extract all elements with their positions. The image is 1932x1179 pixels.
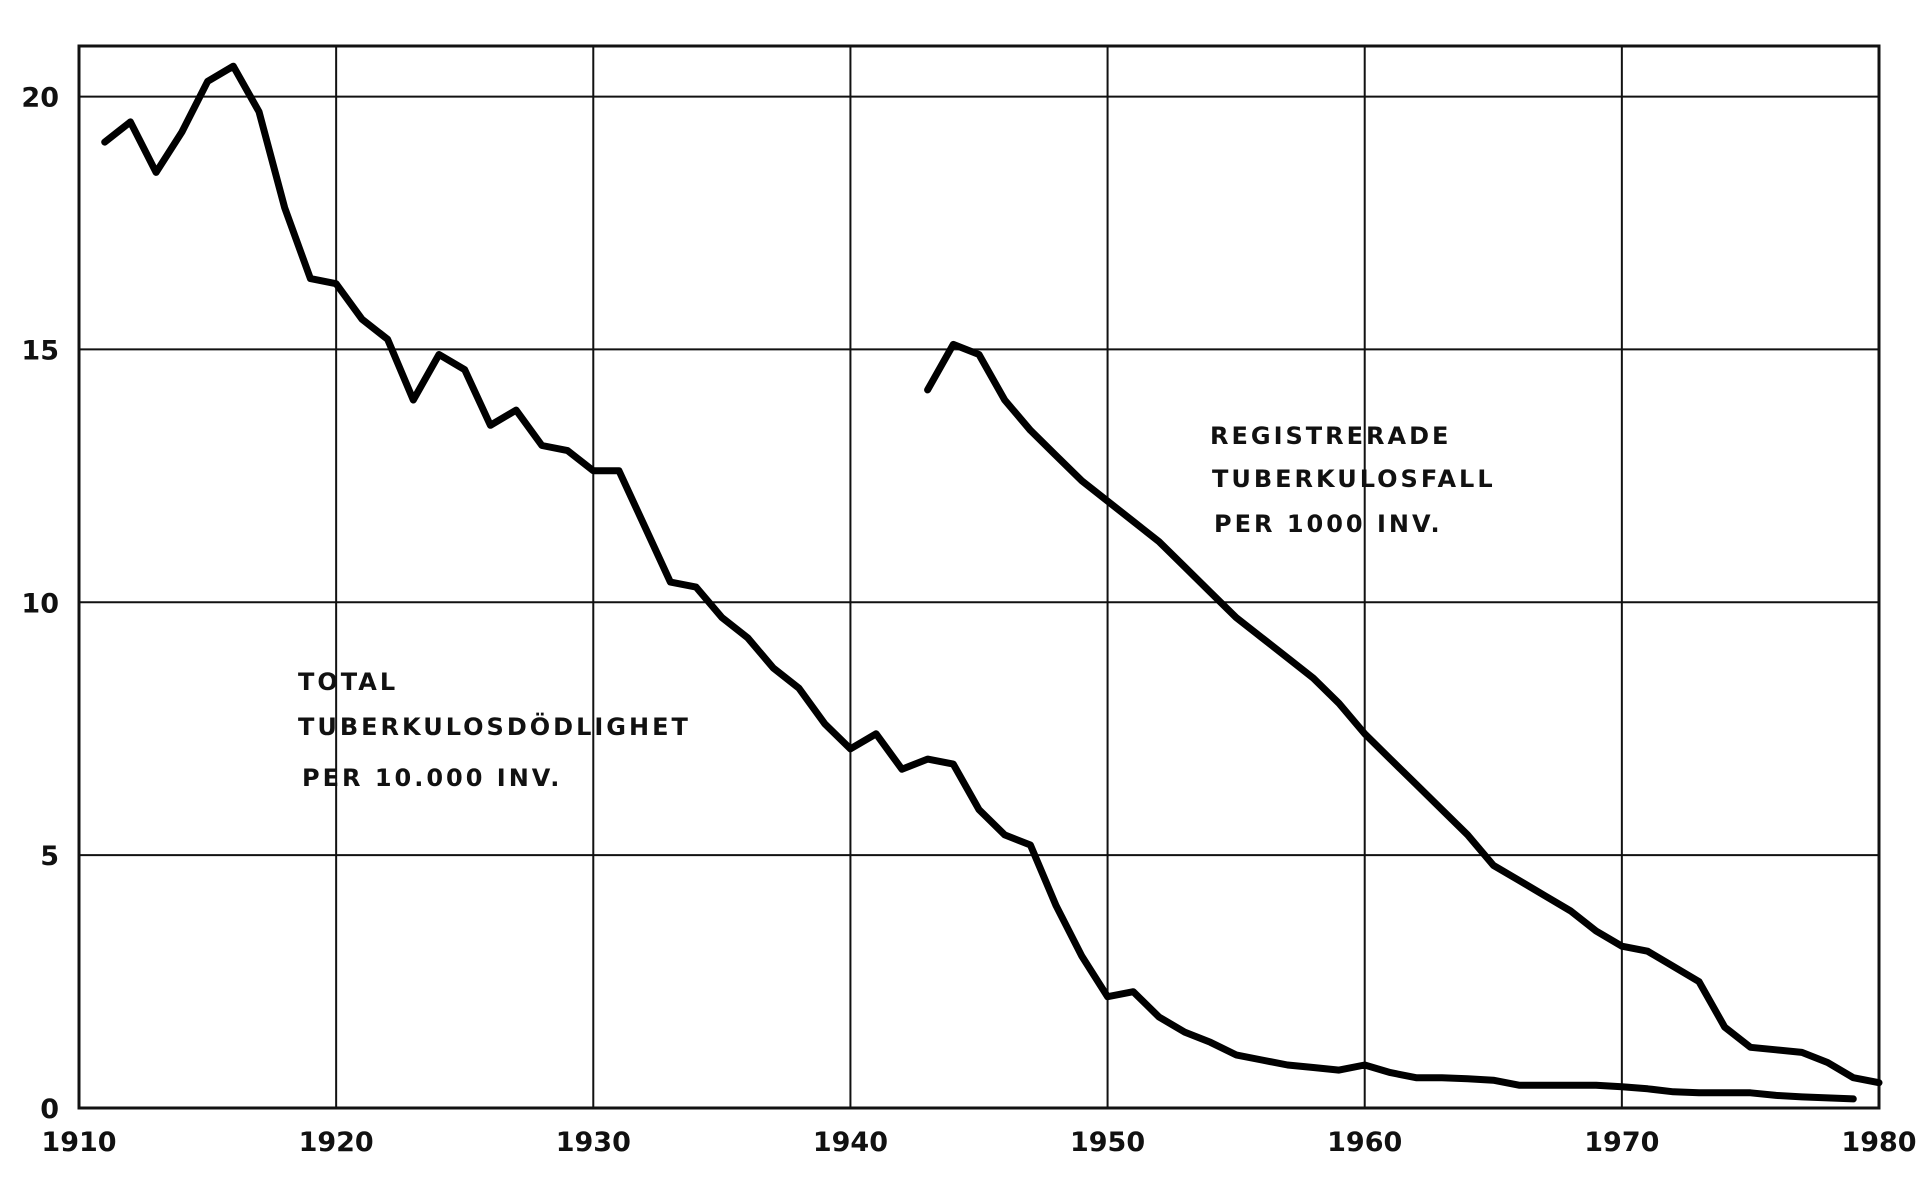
y-axis-ticks: 0 5 10 15 20 bbox=[21, 83, 59, 1125]
x-tick-label: 1970 bbox=[1584, 1127, 1659, 1158]
y-tick-label: 0 bbox=[40, 1094, 59, 1125]
grid-lines bbox=[78, 46, 1880, 1109]
y-tick-label: 20 bbox=[21, 83, 59, 114]
series-lines bbox=[101, 62, 1883, 1103]
annotation-registered-cases: REGISTRERADE TUBERKULOSFALL PER 1000 INV… bbox=[1210, 422, 1496, 538]
x-tick-label: 1950 bbox=[1070, 1127, 1145, 1158]
series-line-1 bbox=[101, 62, 1857, 1103]
y-tick-label: 5 bbox=[40, 841, 59, 872]
plot-frame bbox=[77, 44, 1881, 1110]
x-tick-label: 1920 bbox=[299, 1127, 374, 1158]
annotation-line: TUBERKULOSFALL bbox=[1212, 465, 1496, 493]
y-tick-label: 10 bbox=[21, 588, 59, 619]
annotation-line: REGISTRERADE bbox=[1210, 422, 1451, 450]
annotation-line: PER 1000 INV. bbox=[1214, 510, 1443, 538]
annotation-line: PER 10.000 INV. bbox=[302, 764, 562, 792]
x-tick-label: 1940 bbox=[813, 1127, 888, 1158]
x-axis-ticks: 1910 1920 1930 1940 1950 1960 1970 1980 bbox=[41, 1127, 1916, 1158]
annotation-total-mortality: TOTAL TUBERKULOSDÖDLIGHET PER 10.000 INV… bbox=[298, 668, 691, 792]
annotation-line: TUBERKULOSDÖDLIGHET bbox=[298, 711, 691, 741]
annotation-line: TOTAL bbox=[298, 668, 398, 696]
x-tick-label: 1930 bbox=[556, 1127, 631, 1158]
x-tick-label: 1960 bbox=[1327, 1127, 1402, 1158]
x-tick-label: 1980 bbox=[1841, 1127, 1916, 1158]
series-line-2 bbox=[924, 340, 1883, 1087]
x-tick-label: 1910 bbox=[41, 1127, 116, 1158]
y-tick-label: 15 bbox=[21, 335, 59, 366]
